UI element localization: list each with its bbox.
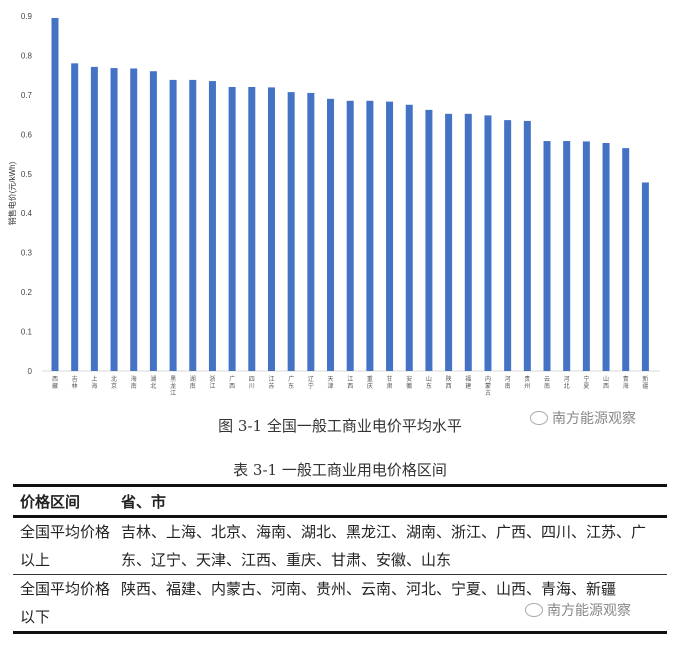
table-header-row: 价格区间 省、市 bbox=[13, 485, 667, 518]
x-tick-label: 吉林 bbox=[72, 376, 78, 390]
x-tick-label: 新疆 bbox=[642, 375, 648, 390]
header-range: 价格区间 bbox=[13, 485, 114, 518]
x-tick-label: 江西 bbox=[347, 376, 353, 390]
bar bbox=[346, 100, 354, 372]
x-tick-label: 内蒙古 bbox=[485, 375, 491, 397]
wechat-icon bbox=[530, 411, 548, 425]
x-tick-label: 上海 bbox=[91, 375, 97, 390]
x-tick-label: 江苏 bbox=[268, 376, 274, 390]
cell-provinces: 陕西、福建、内蒙古、河南、贵州、云南、河北、宁夏、山西、青海、新疆 bbox=[121, 580, 617, 598]
y-axis-label: 销售电价(元/kWh) bbox=[7, 161, 17, 225]
y-tick-label: 0.6 bbox=[21, 130, 33, 139]
y-tick-label: 0 bbox=[28, 367, 33, 376]
bar bbox=[523, 120, 531, 371]
x-tick-label: 甘肃 bbox=[387, 375, 393, 390]
watermark-text: 南方能源观察 bbox=[552, 411, 636, 427]
x-tick-label: 贵州 bbox=[524, 375, 530, 390]
x-tick-label: 四川 bbox=[249, 376, 255, 390]
bar bbox=[405, 104, 413, 371]
cell-provinces: 吉林、上海、北京、海南、湖北、黑龙江、湖南、浙江、广西、四川、江苏、广东、辽宁、… bbox=[114, 516, 667, 575]
x-tick-label: 云南 bbox=[544, 376, 550, 390]
bar bbox=[90, 66, 98, 371]
bar bbox=[130, 68, 138, 371]
x-tick-label: 广东 bbox=[288, 375, 294, 390]
bar bbox=[208, 81, 216, 371]
header-provinces: 省、市 bbox=[114, 485, 667, 518]
x-tick-label: 浙江 bbox=[209, 375, 215, 390]
bar bbox=[267, 87, 275, 372]
x-tick-label: 河北 bbox=[564, 375, 570, 390]
bar bbox=[189, 79, 197, 372]
y-tick-label: 0.7 bbox=[21, 91, 33, 100]
bar bbox=[366, 100, 374, 372]
y-tick-label: 0.4 bbox=[21, 209, 33, 218]
x-tick-label: 西藏 bbox=[52, 376, 58, 390]
bar bbox=[622, 148, 630, 371]
bar bbox=[248, 87, 256, 371]
x-tick-label: 安徽 bbox=[406, 375, 412, 390]
x-tick-label: 湖南 bbox=[190, 375, 196, 390]
bar bbox=[484, 115, 492, 372]
bar bbox=[149, 71, 157, 371]
watermark: 南方能源观察 bbox=[525, 600, 631, 620]
y-tick-label: 0.5 bbox=[21, 170, 33, 179]
bar-chart: 0 0.1 0.2 0.3 0.4 0.5 0.6 0.7 0.8 0.9 销售电价(元/kWh) 西… bbox=[7, 12, 660, 397]
price-range-table: 价格区间 省、市 全国平均价格以上 吉林、上海、北京、海南、湖北、黑龙江、湖南、… bbox=[13, 484, 667, 634]
bar bbox=[228, 87, 236, 371]
y-tick-label: 0.9 bbox=[21, 12, 33, 21]
table-caption: 表 3-1 一般工商业用电价格区间 bbox=[233, 461, 447, 479]
bar bbox=[287, 92, 295, 371]
x-tick-label: 河南 bbox=[505, 375, 511, 390]
x-tick-label: 宁夏 bbox=[583, 375, 589, 390]
x-tick-label: 山东 bbox=[426, 375, 432, 390]
bar bbox=[504, 120, 512, 371]
bar bbox=[582, 141, 590, 371]
x-tick-label: 广西 bbox=[229, 375, 235, 390]
bar bbox=[425, 109, 433, 371]
figure-caption: 图 3-1 全国一般工商业电价平均水平 bbox=[218, 417, 462, 435]
bar bbox=[641, 182, 649, 371]
table-row: 全国平均价格以上 吉林、上海、北京、海南、湖北、黑龙江、湖南、浙江、广西、四川、… bbox=[13, 516, 667, 575]
watermark: 南方能源观察 bbox=[530, 408, 636, 428]
bar bbox=[327, 98, 335, 371]
bar bbox=[386, 101, 394, 371]
x-tick-label: 湖北 bbox=[150, 375, 156, 390]
x-tick-label: 天津 bbox=[328, 376, 334, 390]
x-tick-label: 北京 bbox=[111, 375, 117, 390]
bar bbox=[110, 68, 118, 372]
cell-range: 全国平均价格以下 bbox=[20, 580, 111, 626]
bar bbox=[602, 143, 610, 371]
x-tick-label: 黑龙江 bbox=[170, 376, 176, 397]
bar bbox=[51, 17, 59, 371]
y-tick-label: 0.2 bbox=[21, 288, 33, 297]
table-row: 全国平均价格以下 陕西、福建、内蒙古、河南、贵州、云南、河北、宁夏、山西、青海、… bbox=[13, 575, 667, 633]
bar bbox=[71, 63, 79, 371]
x-tick-label: 青海 bbox=[623, 375, 629, 390]
y-tick-label: 0.3 bbox=[21, 249, 33, 258]
x-tick-label: 山西 bbox=[603, 375, 609, 390]
bar bbox=[464, 113, 472, 372]
bar bbox=[445, 113, 453, 372]
cell-range: 全国平均价格以上 bbox=[13, 516, 114, 575]
watermark-text: 南方能源观察 bbox=[547, 603, 631, 619]
x-tick-label: 重庆 bbox=[367, 375, 373, 390]
y-tick-label: 0.1 bbox=[21, 328, 33, 337]
wechat-icon bbox=[525, 603, 543, 617]
bar bbox=[169, 79, 177, 372]
x-tick-label: 辽宁 bbox=[308, 375, 314, 390]
y-tick-label: 0.8 bbox=[21, 51, 33, 60]
bar bbox=[307, 92, 315, 372]
x-tick-label: 海南 bbox=[131, 375, 137, 390]
x-tick-label: 陕西 bbox=[446, 375, 452, 390]
bar bbox=[543, 141, 551, 371]
bar bbox=[563, 141, 571, 371]
x-tick-label: 福建 bbox=[465, 375, 471, 390]
